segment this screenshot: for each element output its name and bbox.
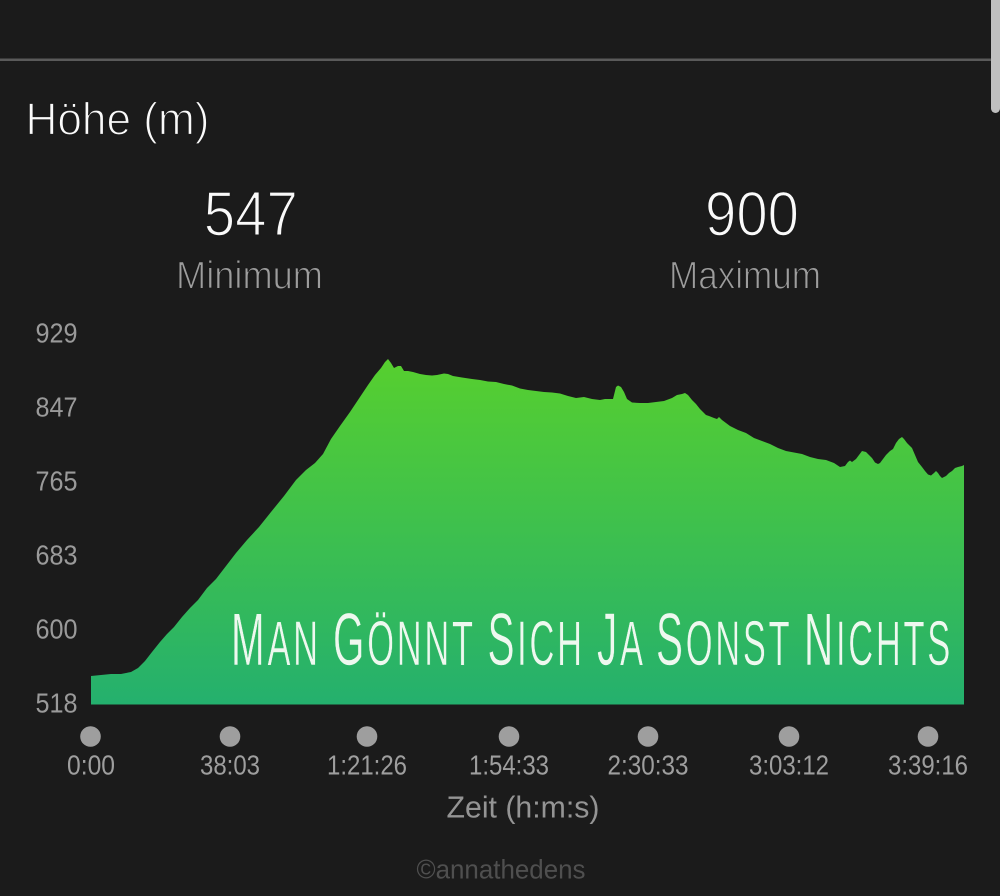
svg-text:Maximum: Maximum <box>669 255 821 298</box>
svg-text:Minimum: Minimum <box>176 255 323 298</box>
svg-text:MAN GÖNNT SICH JA SONST NICHTS: MAN GÖNNT SICH JA SONST NICHTS <box>231 598 953 681</box>
svg-text:©annathedens: ©annathedens <box>417 855 586 885</box>
svg-text:38:03: 38:03 <box>200 750 260 781</box>
svg-text:1:21:26: 1:21:26 <box>327 750 407 781</box>
svg-text:847: 847 <box>36 392 78 423</box>
svg-text:765: 765 <box>36 466 78 497</box>
svg-text:900: 900 <box>705 180 799 250</box>
svg-text:2:30:33: 2:30:33 <box>608 750 689 781</box>
svg-text:Höhe (m): Höhe (m) <box>26 94 210 145</box>
svg-text:547: 547 <box>204 180 298 250</box>
svg-text:1:54:33: 1:54:33 <box>469 750 549 781</box>
svg-text:Zeit (h:m:s): Zeit (h:m:s) <box>447 790 600 825</box>
svg-text:683: 683 <box>36 540 78 571</box>
svg-text:600: 600 <box>36 614 78 645</box>
svg-text:0:00: 0:00 <box>67 750 115 781</box>
svg-text:929: 929 <box>36 318 78 349</box>
svg-text:3:39:16: 3:39:16 <box>888 750 968 781</box>
svg-text:3:03:12: 3:03:12 <box>749 750 829 781</box>
svg-text:518: 518 <box>36 688 78 719</box>
